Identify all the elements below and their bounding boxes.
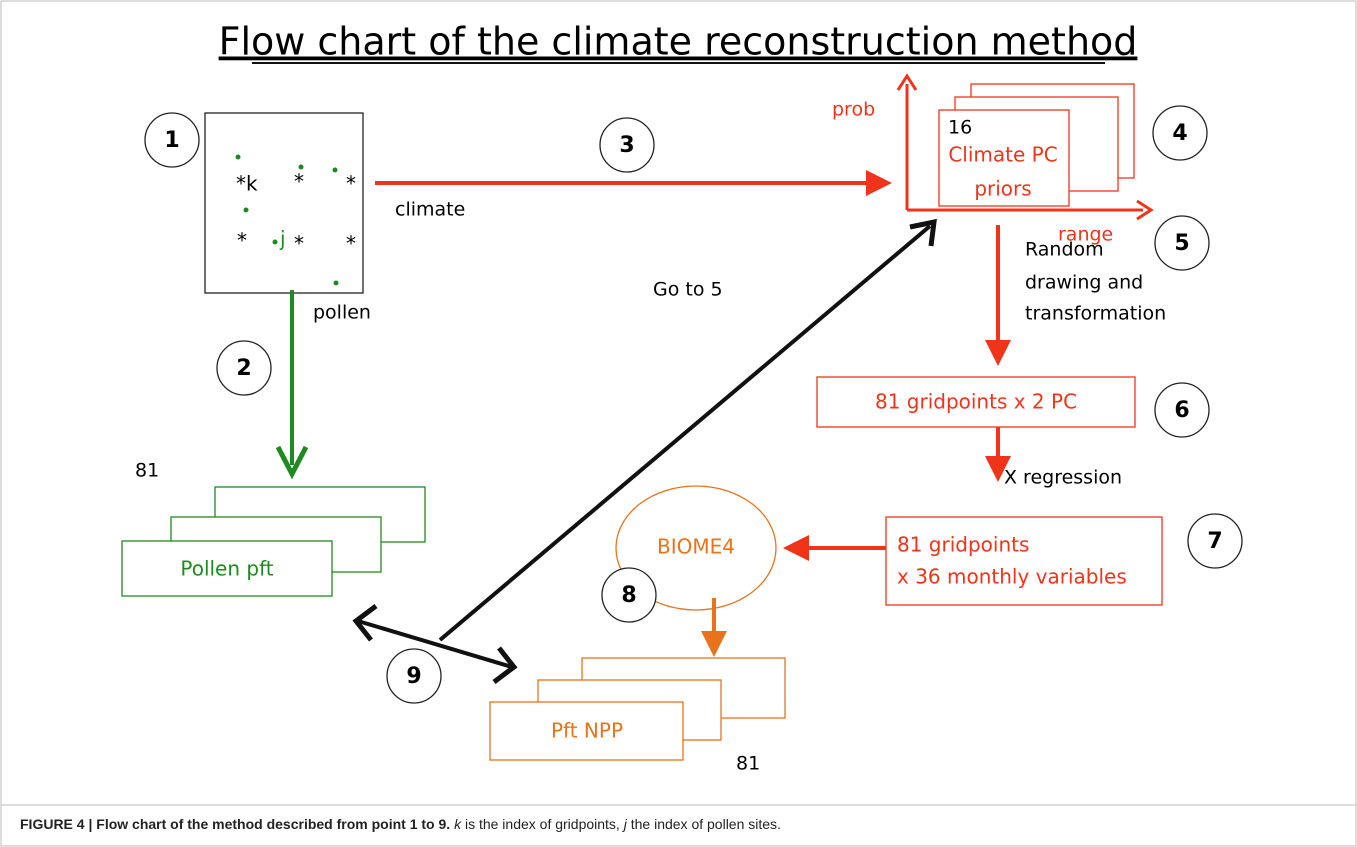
label: transformation <box>1025 303 1166 325</box>
box <box>816 376 1136 428</box>
box <box>885 516 1163 606</box>
label: X regression <box>1004 467 1122 489</box>
label: climate <box>395 199 465 221</box>
step: 4 <box>1172 121 1187 146</box>
step: 7 <box>1207 529 1222 554</box>
label: pollen <box>313 302 371 324</box>
box-label: x 36 monthly variables <box>897 565 1127 589</box>
priors-stack <box>938 83 1135 207</box>
step: 1 <box>164 128 179 153</box>
step: 8 <box>621 583 636 608</box>
caption-k: k <box>454 816 462 832</box>
k-point: *k <box>236 172 258 196</box>
biome-ellipse <box>615 485 777 611</box>
star: * <box>294 232 304 256</box>
box-label: 81 gridpoints <box>897 533 1029 557</box>
star: * <box>346 232 356 256</box>
star: * <box>294 170 304 194</box>
star: * <box>237 229 247 253</box>
title: Flow chart of the climate reconstruction… <box>219 20 1138 64</box>
caption-text: the index of pollen sites. <box>627 816 781 832</box>
label: 81 <box>135 460 159 482</box>
label: 16 <box>948 117 972 139</box>
pollen-site: j <box>279 227 286 251</box>
box-label: Climate PC <box>948 143 1057 167</box>
caption: FIGURE 4 | Flow chart of the method desc… <box>20 816 781 832</box>
arrows <box>275 73 1154 684</box>
npp-stack <box>489 657 786 761</box>
label: 81 <box>736 753 760 775</box>
grid-box <box>204 112 364 294</box>
label: prob <box>832 99 875 121</box>
step: 5 <box>1174 231 1189 256</box>
caption-text: is the index of gridpoints, <box>461 816 624 832</box>
pollen-stack <box>121 486 426 597</box>
step: 9 <box>406 664 421 689</box>
caption-bold: FIGURE 4 | Flow chart of the method desc… <box>20 816 450 832</box>
box-label: Pft NPP <box>551 719 623 743</box>
box-label: BIOME4 <box>657 535 735 559</box>
label: Random <box>1025 239 1104 261</box>
step: 3 <box>619 133 634 158</box>
step: 6 <box>1174 398 1189 423</box>
caption-j: j <box>622 816 628 832</box>
step: 2 <box>236 356 251 381</box>
pollen-dots <box>235 154 339 286</box>
box-label: 81 gridpoints x 2 PC <box>875 390 1077 414</box>
box-label: priors <box>974 177 1031 201</box>
label: Go to 5 <box>653 279 723 301</box>
star: * <box>346 172 356 196</box>
grid-points: *k * * * * * j <box>236 170 356 256</box>
steps: 1 2 3 4 5 6 7 8 9 <box>144 105 1243 704</box>
box-label: Pollen pft <box>180 557 273 581</box>
label: range <box>1058 224 1113 246</box>
label: drawing and <box>1025 272 1143 294</box>
